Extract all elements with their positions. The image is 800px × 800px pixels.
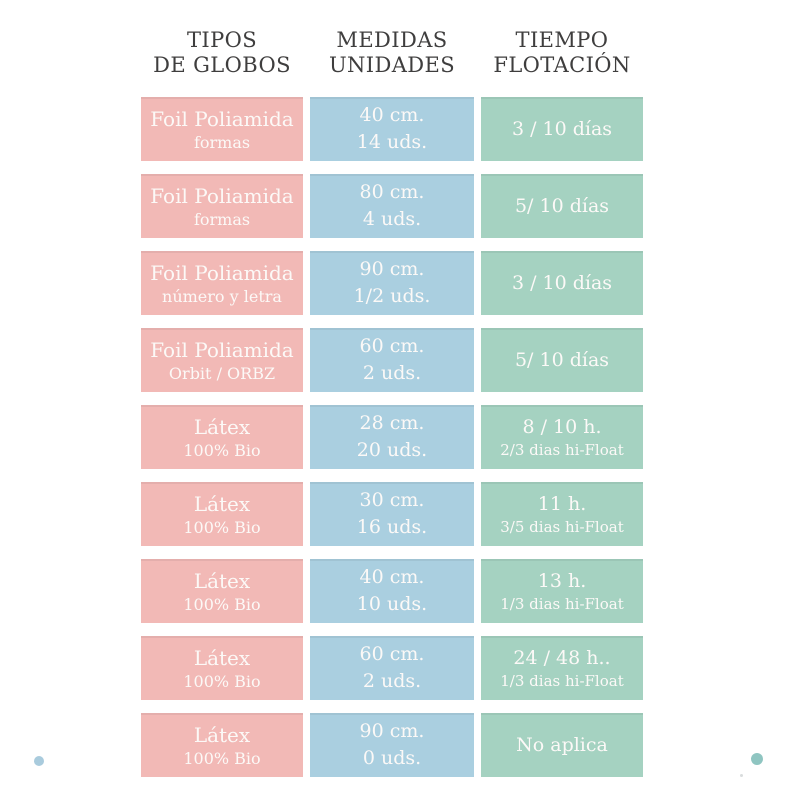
- cell-line2: 16 uds.: [356, 516, 428, 538]
- cell-line2: 2 uds.: [362, 670, 422, 692]
- cell-line1: Látex: [193, 645, 251, 670]
- cell-line1: Látex: [193, 491, 251, 516]
- cell-line1: Foil Poliamida: [150, 260, 294, 285]
- cell-line2: 1/3 dias hi-Float: [500, 594, 624, 613]
- cell-tiempo-row7: 13 h. 1/3 dias hi-Float: [481, 559, 643, 623]
- header-tipos-globos: TIPOS DE GLOBOS: [141, 28, 303, 78]
- cell-line2: Orbit / ORBZ: [168, 363, 276, 383]
- cell-line2: 14 uds.: [356, 131, 428, 153]
- header-line: UNIDADES: [328, 53, 456, 77]
- cell-line2: 4 uds.: [362, 208, 422, 230]
- cell-medida-row9: 90 cm. 0 uds.: [310, 713, 474, 777]
- cell-medida-row4: 60 cm. 2 uds.: [310, 328, 474, 392]
- cell-line2: 10 uds.: [356, 593, 428, 615]
- cell-line1: 60 cm.: [359, 335, 425, 357]
- cell-tiempo-row2: 5/ 10 días: [481, 174, 643, 238]
- cell-line1: 90 cm.: [359, 258, 425, 280]
- cell-line1: Látex: [193, 414, 251, 439]
- cell-tiempo-row4: 5/ 10 días: [481, 328, 643, 392]
- cell-tipo-row4: Foil Poliamida Orbit / ORBZ: [141, 328, 303, 392]
- cell-line1: 24 / 48 h..: [513, 646, 611, 669]
- header-line: MEDIDAS: [336, 28, 448, 52]
- cell-line2: 100% Bio: [183, 440, 261, 460]
- cell-line2: 100% Bio: [183, 594, 261, 614]
- cell-line2: 100% Bio: [183, 517, 261, 537]
- cell-line1: 90 cm.: [359, 720, 425, 742]
- cell-line2: 0 uds.: [362, 747, 422, 769]
- cell-line1: Foil Poliamida: [150, 183, 294, 208]
- cell-line2: 3/5 dias hi-Float: [500, 517, 624, 536]
- cell-tipo-row5: Látex 100% Bio: [141, 405, 303, 469]
- header-line: FLOTACIÓN: [493, 53, 631, 77]
- cell-line1: 28 cm.: [359, 412, 425, 434]
- cell-tipo-row6: Látex 100% Bio: [141, 482, 303, 546]
- cell-line1: 30 cm.: [359, 489, 425, 511]
- cell-tiempo-row6: 11 h. 3/5 dias hi-Float: [481, 482, 643, 546]
- header-line: TIPOS: [186, 28, 258, 52]
- cell-line2: número y letra: [162, 286, 282, 306]
- header-line: TIEMPO: [515, 28, 609, 52]
- cell-line1: Látex: [193, 568, 251, 593]
- table-header: TIPOS DE GLOBOS MEDIDAS UNIDADES TIEMPO …: [141, 28, 643, 78]
- decorative-dot-left: [34, 756, 44, 766]
- cell-line1: 3 / 10 días: [511, 117, 613, 140]
- cell-tiempo-row1: 3 / 10 días: [481, 97, 643, 161]
- cell-line1: No aplica: [516, 733, 608, 756]
- cell-line2: 100% Bio: [183, 748, 261, 768]
- cell-tipo-row1: Foil Poliamida formas: [141, 97, 303, 161]
- cell-tiempo-row5: 8 / 10 h. 2/3 dias hi-Float: [481, 405, 643, 469]
- cell-tiempo-row9: No aplica: [481, 713, 643, 777]
- cell-line1: 5/ 10 días: [514, 348, 610, 371]
- cell-line1: Foil Poliamida: [150, 106, 294, 131]
- cell-tipo-row3: Foil Poliamida número y letra: [141, 251, 303, 315]
- cell-line2: 100% Bio: [183, 671, 261, 691]
- header-medidas-unidades: MEDIDAS UNIDADES: [310, 28, 474, 78]
- cell-line1: 5/ 10 días: [514, 194, 610, 217]
- balloon-table: Foil Poliamida formas 40 cm. 14 uds. 3 /…: [141, 97, 643, 777]
- cell-line2: formas: [193, 209, 251, 229]
- cell-line1: 8 / 10 h.: [522, 415, 602, 438]
- cell-tiempo-row3: 3 / 10 días: [481, 251, 643, 315]
- cell-line1: Látex: [193, 722, 251, 747]
- cell-line1: 80 cm.: [359, 181, 425, 203]
- decorative-speck: [740, 774, 743, 777]
- decorative-dot-right: [751, 753, 763, 765]
- cell-tipo-row9: Látex 100% Bio: [141, 713, 303, 777]
- cell-medida-row7: 40 cm. 10 uds.: [310, 559, 474, 623]
- cell-line2: 20 uds.: [356, 439, 428, 461]
- cell-tipo-row2: Foil Poliamida formas: [141, 174, 303, 238]
- cell-line1: 40 cm.: [359, 566, 425, 588]
- header-tiempo-flotacion: TIEMPO FLOTACIÓN: [481, 28, 643, 78]
- cell-line1: 60 cm.: [359, 643, 425, 665]
- cell-line1: Foil Poliamida: [150, 337, 294, 362]
- cell-tiempo-row8: 24 / 48 h.. 1/3 dias hi-Float: [481, 636, 643, 700]
- cell-medida-row2: 80 cm. 4 uds.: [310, 174, 474, 238]
- cell-medida-row6: 30 cm. 16 uds.: [310, 482, 474, 546]
- cell-line1: 13 h.: [537, 569, 587, 592]
- cell-medida-row5: 28 cm. 20 uds.: [310, 405, 474, 469]
- cell-line2: 1/2 uds.: [353, 285, 431, 307]
- header-line: DE GLOBOS: [153, 53, 291, 77]
- cell-line2: formas: [193, 132, 251, 152]
- cell-line1: 11 h.: [537, 492, 587, 515]
- cell-medida-row1: 40 cm. 14 uds.: [310, 97, 474, 161]
- cell-line1: 40 cm.: [359, 104, 425, 126]
- cell-line2: 2/3 dias hi-Float: [500, 440, 624, 459]
- cell-medida-row8: 60 cm. 2 uds.: [310, 636, 474, 700]
- cell-line2: 2 uds.: [362, 362, 422, 384]
- cell-medida-row3: 90 cm. 1/2 uds.: [310, 251, 474, 315]
- cell-tipo-row8: Látex 100% Bio: [141, 636, 303, 700]
- cell-tipo-row7: Látex 100% Bio: [141, 559, 303, 623]
- cell-line1: 3 / 10 días: [511, 271, 613, 294]
- cell-line2: 1/3 dias hi-Float: [500, 671, 624, 690]
